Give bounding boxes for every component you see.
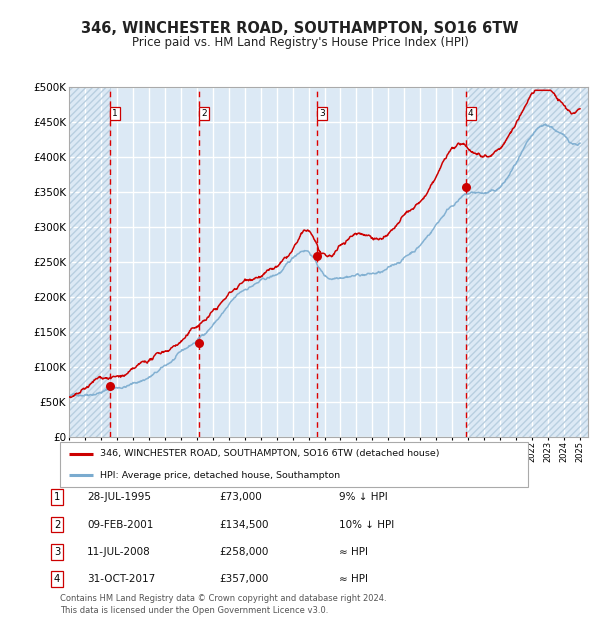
- Text: £258,000: £258,000: [219, 547, 268, 557]
- Text: £73,000: £73,000: [219, 492, 262, 502]
- Text: ≈ HPI: ≈ HPI: [339, 574, 368, 584]
- Text: £134,500: £134,500: [219, 520, 269, 529]
- Text: 31-OCT-2017: 31-OCT-2017: [87, 574, 155, 584]
- Bar: [466, 87, 588, 437]
- Text: £357,000: £357,000: [219, 574, 268, 584]
- Text: 9% ↓ HPI: 9% ↓ HPI: [339, 492, 388, 502]
- Text: 2: 2: [54, 520, 60, 529]
- Text: 11-JUL-2008: 11-JUL-2008: [87, 547, 151, 557]
- Text: 1: 1: [112, 109, 118, 118]
- Text: 28-JUL-1995: 28-JUL-1995: [87, 492, 151, 502]
- Text: 2: 2: [201, 109, 206, 118]
- Text: 4: 4: [54, 574, 60, 584]
- Text: Price paid vs. HM Land Registry's House Price Index (HPI): Price paid vs. HM Land Registry's House …: [131, 36, 469, 49]
- Text: 1: 1: [54, 492, 60, 502]
- Text: 346, WINCHESTER ROAD, SOUTHAMPTON, SO16 6TW (detached house): 346, WINCHESTER ROAD, SOUTHAMPTON, SO16 …: [100, 449, 439, 458]
- Text: 3: 3: [319, 109, 325, 118]
- Text: 10% ↓ HPI: 10% ↓ HPI: [339, 520, 394, 529]
- Text: 4: 4: [468, 109, 473, 118]
- FancyBboxPatch shape: [60, 442, 528, 487]
- Text: 346, WINCHESTER ROAD, SOUTHAMPTON, SO16 6TW: 346, WINCHESTER ROAD, SOUTHAMPTON, SO16 …: [81, 21, 519, 36]
- Bar: [69, 87, 110, 437]
- Text: ≈ HPI: ≈ HPI: [339, 547, 368, 557]
- Text: 09-FEB-2001: 09-FEB-2001: [87, 520, 154, 529]
- Text: HPI: Average price, detached house, Southampton: HPI: Average price, detached house, Sout…: [100, 471, 340, 480]
- Bar: [69, 87, 110, 437]
- Bar: [466, 87, 588, 437]
- Text: Contains HM Land Registry data © Crown copyright and database right 2024.
This d: Contains HM Land Registry data © Crown c…: [60, 594, 386, 615]
- Text: 3: 3: [54, 547, 60, 557]
